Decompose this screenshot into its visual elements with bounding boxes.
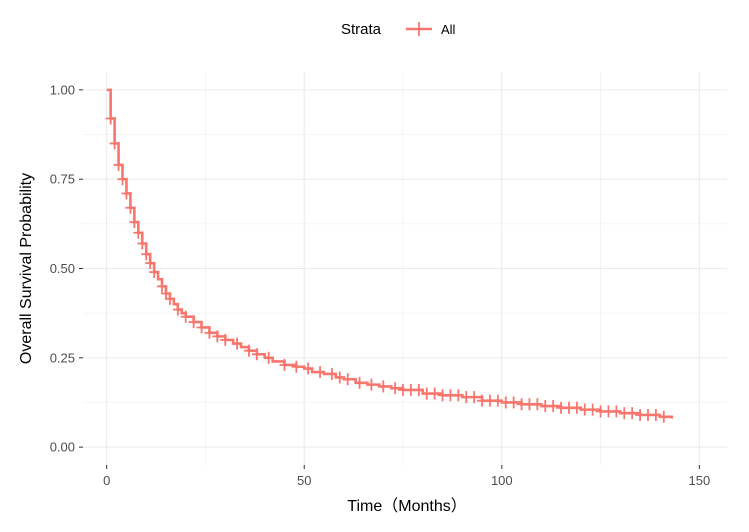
censor-mark <box>429 387 440 400</box>
x-tick-label: 100 <box>491 473 513 488</box>
censor-mark <box>263 351 274 364</box>
legend-label-all: All <box>441 22 456 37</box>
y-tick-label: 0.25 <box>50 350 75 365</box>
series-all <box>106 88 673 419</box>
censor-mark <box>243 344 254 357</box>
censor-mark <box>133 226 144 239</box>
censor-mark <box>326 367 337 380</box>
censor-mark <box>453 389 464 402</box>
censor-mark <box>251 348 262 361</box>
y-axis-title: Overall Survival Probability <box>18 173 35 364</box>
x-axis-ticks: 0 50 100 150 <box>103 465 710 488</box>
censor-mark <box>658 410 669 423</box>
censor-mark <box>196 321 207 334</box>
censor-mark <box>232 337 243 350</box>
y-axis-ticks: 0.00 0.25 0.50 0.75 1.00 <box>50 82 83 455</box>
censor-mark <box>611 405 622 418</box>
censor-mark <box>105 112 116 125</box>
grid-major <box>83 72 727 465</box>
censor-mark <box>532 398 543 411</box>
legend: Strata All <box>341 21 456 38</box>
censor-mark <box>378 380 389 393</box>
censor-mark <box>342 373 353 386</box>
censor-mark <box>366 378 377 391</box>
x-tick-label: 0 <box>103 473 110 488</box>
y-tick-label: 1.00 <box>50 82 75 97</box>
censor-mark <box>291 360 302 373</box>
censor-mark <box>492 394 503 407</box>
censor-mark <box>121 187 132 200</box>
censor-mark <box>279 358 290 371</box>
censor-mark <box>141 248 152 261</box>
censor-mark <box>149 266 160 279</box>
censor-mark <box>587 403 598 416</box>
censor-mark <box>303 362 314 375</box>
censor-mark <box>145 257 156 270</box>
censor-mark <box>220 333 231 346</box>
censor-mark <box>627 407 638 420</box>
y-tick-label: 0.75 <box>50 172 75 187</box>
x-tick-label: 50 <box>297 473 311 488</box>
censor-mark <box>157 280 168 293</box>
censor-mark <box>164 292 175 305</box>
censor-mark <box>117 173 128 186</box>
censor-mark <box>469 391 480 404</box>
y-tick-label: 0.50 <box>50 261 75 276</box>
censor-mark <box>413 383 424 396</box>
censor-mark <box>548 400 559 413</box>
censor-mark <box>113 158 124 171</box>
censor-mark <box>315 366 326 379</box>
survival-curve-all <box>106 88 673 419</box>
legend-title: Strata <box>341 21 382 38</box>
censor-mark <box>137 237 148 250</box>
y-tick-label: 0.00 <box>50 440 75 455</box>
censor-mark <box>334 371 345 384</box>
censor-mark <box>204 326 215 339</box>
censor-mark <box>354 376 365 389</box>
censor-mark <box>212 330 223 343</box>
censor-mark <box>180 310 191 323</box>
censor-mark <box>172 303 183 316</box>
x-tick-label: 150 <box>688 473 710 488</box>
censor-mark <box>129 216 140 229</box>
censor-mark <box>188 316 199 329</box>
x-axis-title: Time（Months） <box>347 497 466 515</box>
censor-mark <box>650 408 661 421</box>
censor-mark <box>125 201 136 214</box>
censor-mark <box>508 396 519 409</box>
legend-key-all <box>406 22 432 36</box>
censor-marks <box>105 112 669 423</box>
censor-mark <box>109 137 120 150</box>
censor-mark <box>390 382 401 395</box>
censor-mark <box>571 401 582 414</box>
